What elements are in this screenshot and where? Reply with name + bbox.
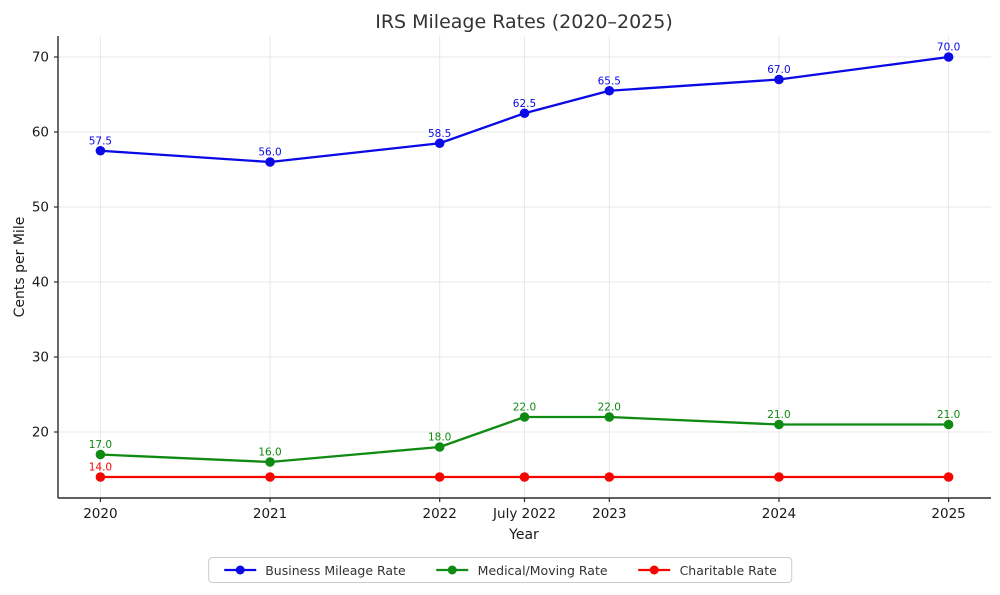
y-tick-label: 70 xyxy=(32,50,49,66)
data-point-label: 58.5 xyxy=(428,128,451,140)
legend-label: Medical/Moving Rate xyxy=(477,562,608,578)
data-point xyxy=(95,472,106,482)
x-axis-label: Year xyxy=(508,527,539,543)
y-tick-label: 50 xyxy=(32,200,49,216)
data-point-label: 16.0 xyxy=(258,447,281,459)
data-point-label: 14.0 xyxy=(89,462,112,474)
legend-label: Charitable Rate xyxy=(679,562,777,578)
y-tick-label: 30 xyxy=(32,350,49,366)
data-point-label: 70.0 xyxy=(937,42,960,54)
data-point xyxy=(943,52,954,62)
series-charitable-rate: 14.0 xyxy=(89,462,954,482)
data-point xyxy=(95,449,106,460)
data-point-label: 67.0 xyxy=(767,64,790,76)
data-point xyxy=(604,412,615,422)
data-point xyxy=(265,457,275,467)
series-medical-moving-rate: 17.0 16.0 18.0 22.0 22.0 21.0 21.0 xyxy=(89,402,960,467)
legend-entry: Medical/Moving Rate xyxy=(436,563,608,578)
data-point xyxy=(519,412,530,422)
data-point xyxy=(604,472,615,482)
data-point-label: 22.0 xyxy=(513,402,536,414)
x-tick-label: 2020 xyxy=(83,506,117,522)
data-point xyxy=(95,145,106,156)
legend-entry: Business Mileage Rate xyxy=(223,562,406,578)
data-point xyxy=(774,472,784,482)
x-tick-label: July 2022 xyxy=(492,506,556,522)
data-point-label: 65.5 xyxy=(598,75,621,87)
data-point-label: 57.5 xyxy=(89,135,112,147)
data-point xyxy=(434,472,445,482)
x-tick-label: 2024 xyxy=(762,506,796,522)
y-tick-label: 40 xyxy=(32,275,49,291)
data-point-label: 18.0 xyxy=(428,432,451,444)
axes: 2020 2021 2022 July 2022 2023 2024 2025 20 30 40 5… xyxy=(32,36,991,522)
y-tick-label: 20 xyxy=(32,425,49,441)
x-tick-label: 2023 xyxy=(592,506,626,522)
data-point-label: 21.0 xyxy=(767,409,790,421)
data-point xyxy=(519,108,530,119)
data-series: 57.5 56.0 58.5 62.5 65.5 67.0 70.0 17.0 16.0 18.0… xyxy=(89,42,960,482)
data-point-label: 22.0 xyxy=(598,402,621,414)
legend-line-marker-icon xyxy=(224,565,257,575)
x-tick-label: 2025 xyxy=(931,506,965,522)
chart-legend: Business Mileage Rate Medical/Moving Rate… xyxy=(208,557,792,583)
data-point-label: 17.0 xyxy=(89,439,112,451)
legend-line-marker-icon xyxy=(436,565,469,575)
data-point xyxy=(943,472,954,482)
data-point xyxy=(943,419,954,430)
data-point xyxy=(265,472,275,482)
data-point xyxy=(519,472,530,482)
data-point xyxy=(265,157,275,167)
data-point-label: 62.5 xyxy=(513,98,536,110)
legend-entry: Charitable Rate xyxy=(638,563,777,578)
data-point xyxy=(774,74,784,85)
data-point xyxy=(434,442,445,452)
data-point xyxy=(604,85,615,96)
legend-line-marker-icon xyxy=(638,565,671,575)
data-point xyxy=(434,138,445,149)
legend-handle-dot xyxy=(650,565,660,575)
x-tick-label: 2021 xyxy=(253,506,287,522)
legend-label: Business Mileage Rate xyxy=(265,562,406,578)
legend-handle-dot xyxy=(235,565,245,575)
x-tick-label: 2022 xyxy=(423,506,457,522)
data-point-label: 56.0 xyxy=(258,147,281,159)
chart-title: IRS Mileage Rates (2020–2025) xyxy=(375,11,673,33)
data-point xyxy=(774,419,784,430)
y-tick-label: 60 xyxy=(32,125,49,141)
y-axis-label: Cents per Mile xyxy=(12,217,28,318)
series-business-mileage-rate: 57.5 56.0 58.5 62.5 65.5 67.0 70.0 xyxy=(89,42,960,167)
data-point-label: 21.0 xyxy=(937,409,960,421)
legend-handle-dot xyxy=(448,565,458,575)
